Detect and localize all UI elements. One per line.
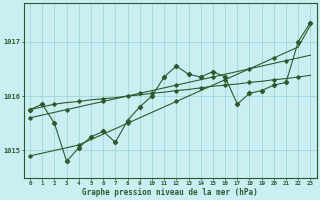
X-axis label: Graphe pression niveau de la mer (hPa): Graphe pression niveau de la mer (hPa) xyxy=(82,188,258,197)
